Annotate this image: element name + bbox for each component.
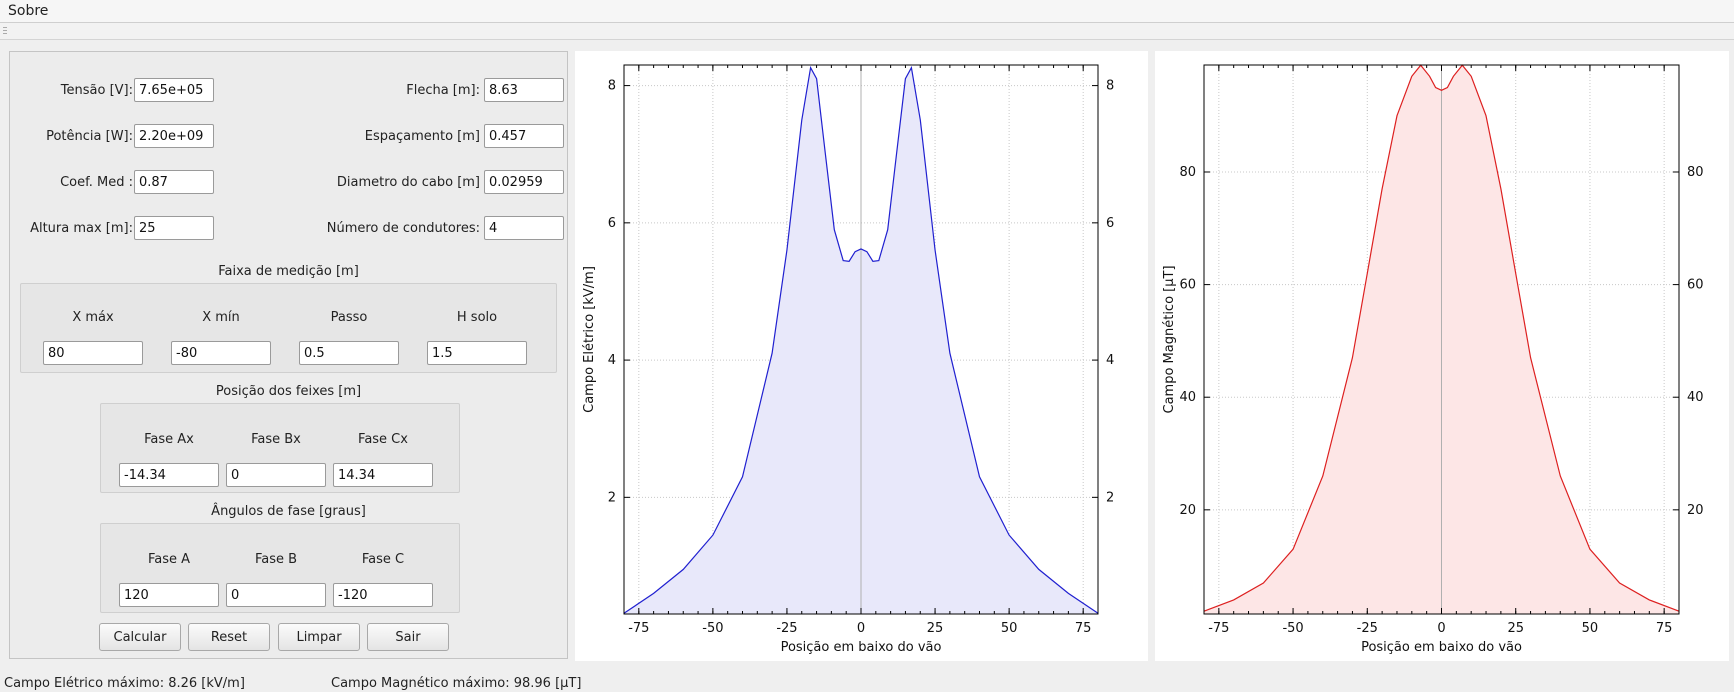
status-electric-max: Campo Elétrico máximo: 8.26 [kV/m] xyxy=(4,676,245,691)
phase-c-input[interactable] xyxy=(333,583,433,607)
bfield-ytick-label-right: 80 xyxy=(1687,165,1704,180)
status-magnetic-max: Campo Magnético máximo: 98.96 [µT] xyxy=(331,676,582,691)
xmin-label: X mín xyxy=(202,310,240,325)
xmin-input[interactable] xyxy=(171,341,271,365)
coef-label: Coef. Med : xyxy=(60,175,133,190)
conductors-input[interactable] xyxy=(484,216,564,240)
menu-bar: Sobre xyxy=(0,0,1734,23)
parameters-panel: Tensão [V]: Potência [W]: Coef. Med : Al… xyxy=(9,51,568,659)
efield-ytick-label-right: 8 xyxy=(1106,79,1114,94)
angles-group: Fase A Fase B Fase C xyxy=(100,523,460,613)
phase-a-input[interactable] xyxy=(119,583,219,607)
xmax-label: X máx xyxy=(72,310,114,325)
efield-ylabel: Campo Elétrico [kV/m] xyxy=(582,266,597,413)
efield-ytick-label-right: 4 xyxy=(1106,353,1114,368)
beams-group: Fase Ax Fase Bx Fase Cx xyxy=(100,403,460,493)
efield-xlabel: Posição em baixo do vão xyxy=(781,640,942,655)
efield-xtick-label: -50 xyxy=(702,621,723,636)
sag-input[interactable] xyxy=(484,78,564,102)
phase-bx-input[interactable] xyxy=(226,463,326,487)
efield-ytick-label: 2 xyxy=(608,490,616,505)
sag-label: Flecha [m]: xyxy=(406,83,480,98)
range-title: Faixa de medição [m] xyxy=(218,264,359,279)
step-input[interactable] xyxy=(299,341,399,365)
bfield-ytick-label-right: 20 xyxy=(1687,503,1704,518)
xmax-input[interactable] xyxy=(43,341,143,365)
bfield-series-line xyxy=(1203,64,1680,612)
efield-xtick-label: 0 xyxy=(857,621,865,636)
spacing-input[interactable] xyxy=(484,124,564,148)
magnetic-field-chart: -75 -50 -25 0 25 50 75 20 20 40 40 60 60 80 80 Posição … xyxy=(1155,51,1729,661)
phase-b-input[interactable] xyxy=(226,583,326,607)
bfield-xlabel: Posição em baixo do vão xyxy=(1361,640,1522,655)
calculate-button[interactable]: Calcular xyxy=(99,623,181,651)
bfield-ytick-label: 60 xyxy=(1179,278,1196,293)
efield-ytick-label: 4 xyxy=(608,353,616,368)
bfield-xtick-label: 0 xyxy=(1437,621,1445,636)
tension-input[interactable] xyxy=(134,78,214,102)
efield-xtick-label: 75 xyxy=(1075,621,1092,636)
magnetic-field-chart-svg: -75 -50 -25 0 25 50 75 20 20 40 40 60 60 80 80 Posição … xyxy=(1162,64,1704,655)
bfield-xtick-label: 75 xyxy=(1656,621,1673,636)
step-label: Passo xyxy=(330,310,368,325)
phase-ax-label: Fase Ax xyxy=(144,432,194,447)
spacing-label: Espaçamento [m] xyxy=(364,129,480,144)
range-group: X máx X mín Passo H solo xyxy=(20,283,557,373)
beams-title: Posição dos feixes [m] xyxy=(215,384,362,399)
efield-xtick-label: 50 xyxy=(1001,621,1018,636)
bfield-ytick-label: 40 xyxy=(1179,390,1196,405)
bfield-ytick-label: 20 xyxy=(1179,503,1196,518)
conductors-label: Número de condutores: xyxy=(326,221,480,236)
bfield-xtick-label: -50 xyxy=(1282,621,1303,636)
toolbar-grip-icon[interactable] xyxy=(3,27,7,35)
phase-b-label: Fase B xyxy=(254,552,298,567)
bfield-ytick-label: 80 xyxy=(1179,165,1196,180)
phase-cx-label: Fase Cx xyxy=(358,432,408,447)
bfield-ylabel: Campo Magnético [µT] xyxy=(1162,265,1177,413)
phase-bx-label: Fase Bx xyxy=(251,432,301,447)
phase-c-label: Fase C xyxy=(361,552,405,567)
electric-field-chart: -75 -50 -25 0 25 50 75 2 2 4 4 6 6 8 8 Posição em baixo… xyxy=(575,51,1148,661)
electric-field-chart-svg: -75 -50 -25 0 25 50 75 2 2 4 4 6 6 8 8 Posição em baixo… xyxy=(582,64,1114,655)
tension-label: Tensão [V]: xyxy=(60,83,133,98)
efield-xtick-label: -75 xyxy=(628,621,649,636)
max-height-input[interactable] xyxy=(134,216,214,240)
cable-diameter-label: Diametro do cabo [m] xyxy=(336,175,480,190)
efield-ytick-label-right: 2 xyxy=(1106,490,1114,505)
bfield-xtick-label: -25 xyxy=(1357,621,1378,636)
cable-diameter-input[interactable] xyxy=(484,170,564,194)
bfield-xtick-label: -75 xyxy=(1208,621,1229,636)
coef-input[interactable] xyxy=(134,170,214,194)
efield-xtick-label: -25 xyxy=(776,621,797,636)
power-label: Potência [W]: xyxy=(46,129,133,144)
angles-title: Ângulos de fase [graus] xyxy=(211,504,366,519)
efield-ytick-label: 8 xyxy=(608,79,616,94)
phase-cx-input[interactable] xyxy=(333,463,433,487)
phase-ax-input[interactable] xyxy=(119,463,219,487)
phase-a-label: Fase A xyxy=(147,552,191,567)
bfield-xtick-label: 25 xyxy=(1507,621,1524,636)
reset-button[interactable]: Reset xyxy=(188,623,270,651)
exit-button[interactable]: Sair xyxy=(367,623,449,651)
efield-xtick-label: 25 xyxy=(927,621,944,636)
power-input[interactable] xyxy=(134,124,214,148)
toolbar xyxy=(0,23,1734,40)
max-height-label: Altura max [m]: xyxy=(30,221,133,236)
efield-series-line xyxy=(623,65,1099,614)
ground-height-input[interactable] xyxy=(427,341,527,365)
ground-height-label: H solo xyxy=(456,310,498,325)
bfield-xtick-label: 50 xyxy=(1582,621,1599,636)
menu-about[interactable]: Sobre xyxy=(8,3,49,19)
bfield-ytick-label-right: 40 xyxy=(1687,390,1704,405)
bfield-ytick-label-right: 60 xyxy=(1687,278,1704,293)
efield-ytick-label-right: 6 xyxy=(1106,216,1114,231)
efield-ytick-label: 6 xyxy=(608,216,616,231)
clear-button[interactable]: Limpar xyxy=(278,623,360,651)
